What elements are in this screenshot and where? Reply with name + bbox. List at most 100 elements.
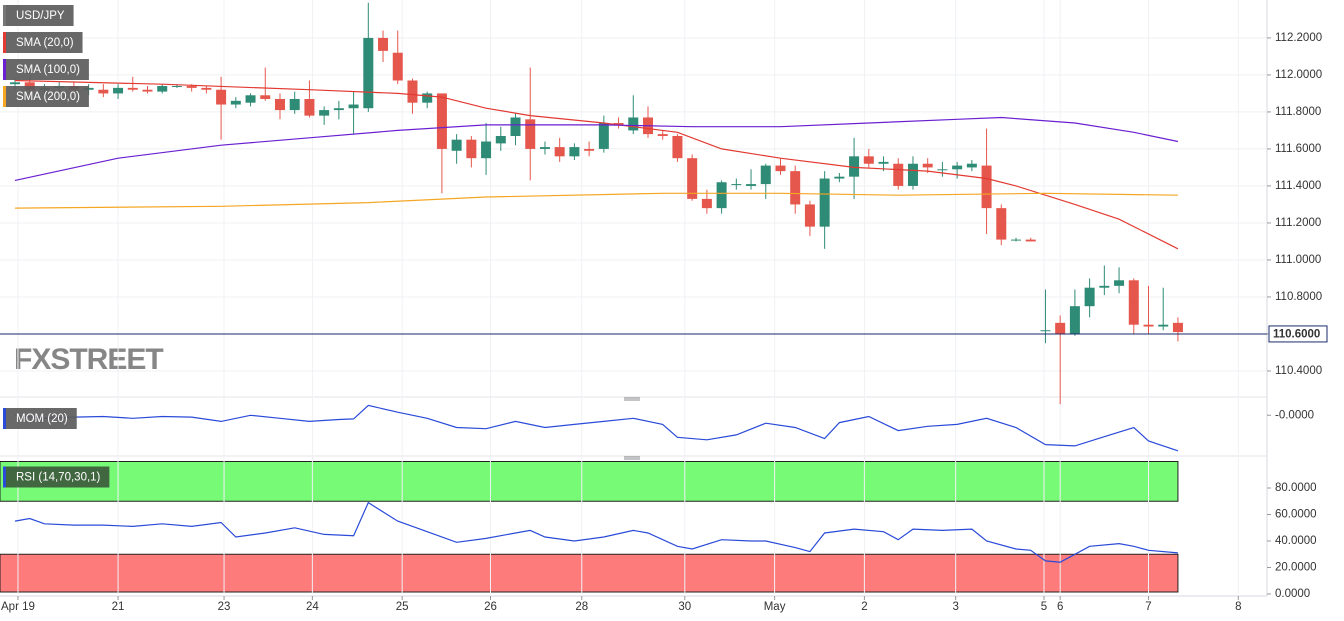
candle-body [1055,322,1066,334]
candle-body [230,100,241,105]
candle-body [113,87,124,94]
legend-box [3,59,89,80]
y-tick-label: 111.4000 [1275,180,1321,192]
x-tick-label: 23 [218,601,231,613]
x-tick-label: 25 [396,601,409,613]
y-tick-label: 111.6000 [1275,143,1321,155]
legend-swatch [3,59,6,80]
y-tick-label: 40.0000 [1275,535,1317,547]
legend-box [3,466,110,488]
x-tick-label: 24 [306,601,319,613]
candle-body [1025,239,1036,242]
candle-body [171,86,182,88]
y-tick-label: 111.8000 [1275,106,1321,118]
legend-box [3,86,89,107]
y-tick-label: 20.0000 [1275,562,1317,574]
candle-body [569,147,580,157]
legend-swatch [3,466,6,488]
legend-box [3,5,74,26]
legend-swatch [3,5,6,26]
candle-body [819,178,830,227]
candle-body [849,156,860,177]
y-tick-label: 60.0000 [1275,509,1317,521]
candle-body [201,87,212,90]
candle-body [952,165,963,170]
candle-body [863,156,874,164]
candle-body [1069,306,1080,334]
candle-body [407,80,418,103]
legend-label: SMA (200,0) [16,91,80,103]
x-tick-label: Apr 19 [1,601,35,613]
candle-body [746,184,757,186]
x-tick-label: 30 [678,601,691,613]
candle-body [186,86,197,88]
candle-body [1158,324,1169,327]
y-tick-label: 111.2000 [1275,217,1321,229]
candle-body [1084,287,1095,307]
legend-box [3,408,77,429]
candle-body [319,110,330,116]
x-tick-label: 8 [1235,601,1241,613]
candle-body [790,171,801,205]
candle-body [304,98,315,116]
candle-body [598,123,609,149]
candle-body [422,93,433,103]
legend-label: RSI (14,70,30,1) [16,472,101,484]
candle-body [1099,285,1110,288]
candle-body [245,95,256,103]
x-tick-label: 7 [1145,601,1151,613]
candle-body [922,163,933,168]
x-tick-label: 3 [952,601,958,613]
watermark: FXSTREET [14,343,163,376]
y-tick-label: 112.0000 [1275,69,1322,81]
y-tick-label: 110.4000 [1275,365,1322,377]
candle-body [584,148,595,151]
candle-body [731,184,742,186]
x-tick-label: 26 [484,601,497,613]
legend-swatch [3,408,6,429]
candle-body [289,98,300,111]
candle-body [1143,324,1154,327]
candle-body [436,93,447,149]
candle-body [996,208,1007,240]
candle-body [981,165,992,209]
candle-body [333,108,344,111]
legend-label: MOM (20) [16,413,68,425]
candle-body [274,98,285,111]
candle-body [142,89,153,92]
y-tick-label: -0.0000 [1275,409,1314,421]
y-tick-label: 112.2000 [1275,32,1322,44]
candle-body [260,95,271,99]
candle-body [966,163,977,168]
candle-body [481,141,492,159]
legend-swatch [3,32,6,53]
y-tick-label: 110.8000 [1275,291,1322,303]
candle-body [127,87,138,90]
candle-body [1172,322,1183,333]
series-line [14,404,1179,452]
candle-body [1040,330,1051,332]
candle-body [701,198,712,209]
series-line [14,116,1179,181]
candle-body [10,82,21,85]
candle-body [657,134,668,136]
candle-body [554,147,565,157]
candle-body [348,104,359,109]
candle-body [525,119,536,149]
x-tick-label: 5 [1041,601,1047,613]
candle-body [1011,239,1022,241]
series-line [14,79,1179,250]
candle-body [672,135,683,159]
candle-body [466,139,477,159]
candle-body [1114,280,1125,286]
plot-layer [10,2,1183,563]
candle-body [157,86,168,92]
candle-body [907,163,918,186]
candle-body [613,123,624,125]
candle-body [451,139,462,151]
candle-body [893,163,904,186]
candle-body [628,117,639,131]
zone [0,553,1179,593]
